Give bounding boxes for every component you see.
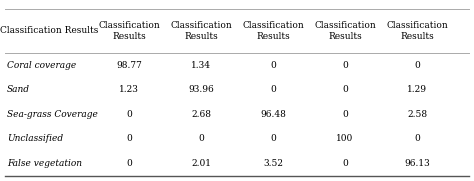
Text: Classification
Results: Classification Results (386, 21, 448, 41)
Text: 0: 0 (270, 85, 276, 94)
Text: Classification
Results: Classification Results (98, 21, 160, 41)
Text: 0: 0 (342, 61, 348, 70)
Text: 3.52: 3.52 (263, 159, 283, 168)
Text: False vegetation: False vegetation (7, 159, 82, 168)
Text: 0: 0 (126, 134, 132, 143)
Text: 100: 100 (337, 134, 354, 143)
Text: Classification
Results: Classification Results (170, 21, 232, 41)
Text: 0: 0 (342, 110, 348, 119)
Text: Unclassified: Unclassified (7, 134, 63, 143)
Text: 2.58: 2.58 (407, 110, 427, 119)
Text: 0: 0 (126, 159, 132, 168)
Text: 0: 0 (270, 61, 276, 70)
Text: 0: 0 (270, 134, 276, 143)
Text: 0: 0 (414, 61, 420, 70)
Text: 1.34: 1.34 (191, 61, 211, 70)
Text: 1.23: 1.23 (119, 85, 139, 94)
Text: 2.68: 2.68 (191, 110, 211, 119)
Text: 1.29: 1.29 (407, 85, 427, 94)
Text: 0: 0 (414, 134, 420, 143)
Text: 0: 0 (126, 110, 132, 119)
Text: Sand: Sand (7, 85, 30, 94)
Text: Classification Results: Classification Results (0, 26, 98, 35)
Text: 98.77: 98.77 (116, 61, 142, 70)
Text: 96.13: 96.13 (404, 159, 430, 168)
Text: 0: 0 (198, 134, 204, 143)
Text: Classification
Results: Classification Results (242, 21, 304, 41)
Text: 0: 0 (342, 159, 348, 168)
Text: 0: 0 (342, 85, 348, 94)
Text: Sea-grass Coverage: Sea-grass Coverage (7, 110, 98, 119)
Text: Coral coverage: Coral coverage (7, 61, 76, 70)
Text: Classification
Results: Classification Results (314, 21, 376, 41)
Text: 2.01: 2.01 (191, 159, 211, 168)
Text: 93.96: 93.96 (188, 85, 214, 94)
Text: 96.48: 96.48 (260, 110, 286, 119)
